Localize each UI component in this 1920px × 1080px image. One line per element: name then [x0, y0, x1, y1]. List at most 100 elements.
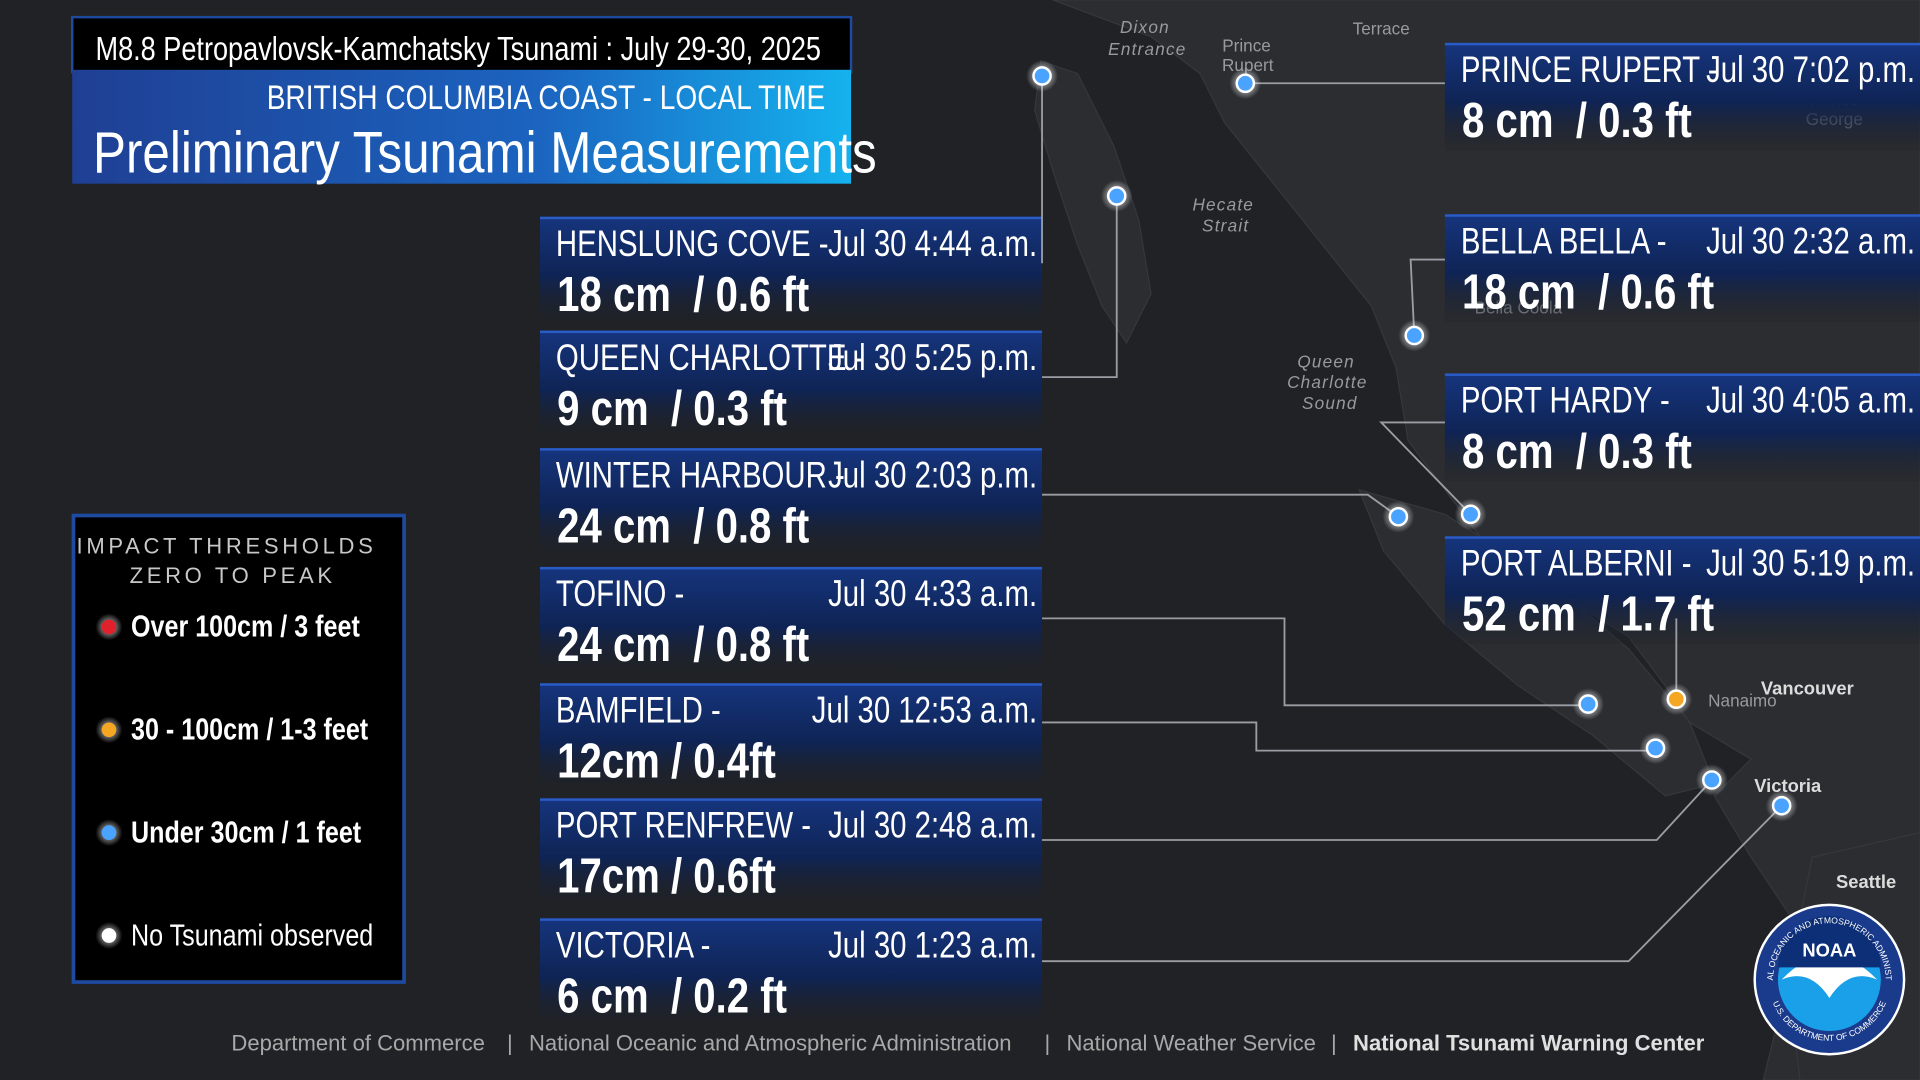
station-dot	[1771, 795, 1792, 816]
station-box-top	[540, 918, 1043, 921]
leader-line	[1379, 421, 1472, 515]
map-label: Rupert	[1222, 55, 1274, 75]
legend-dot	[101, 825, 117, 840]
legend-title: ZERO TO PEAK	[130, 563, 336, 588]
station-dot	[1235, 73, 1256, 94]
station-time: Jul 30 4:33 a.m.	[828, 574, 1037, 615]
station-dot	[1460, 504, 1481, 525]
station-box-top	[1444, 536, 1920, 539]
footer-separator: |	[1044, 1031, 1050, 1056]
station-measurement: 18 cm / 0.6 ft	[1462, 265, 1714, 320]
station-box-top	[1444, 373, 1920, 376]
header-box	[72, 69, 852, 184]
legend-label: No Tsunami observed	[131, 918, 373, 952]
station-label: TOFINO - Jul 30 4:33 a.m. 24 cm / 0.8 ft	[540, 566, 1043, 675]
stations: HENSLUNG COVE - Jul 30 4:44 a.m. 18 cm / 0…	[540, 42, 1920, 1027]
station-measurement: 17cm / 0.6ft	[557, 849, 776, 904]
station-time: Jul 30 5:19 p.m.	[1706, 543, 1915, 584]
station-name: QUEEN CHARLOTTE -	[556, 338, 864, 379]
map-label: Sound	[1302, 393, 1358, 413]
station-label: QUEEN CHARLOTTE -Jul 30 5:25 p.m. 9 cm / …	[540, 330, 1043, 439]
station-name: PORT ALBERNI -	[1461, 543, 1692, 584]
station-time: Jul 30 5:25 p.m.	[828, 338, 1037, 379]
station-dot	[1666, 689, 1687, 709]
station-boxes: HENSLUNG COVE - Jul 30 4:44 a.m. 18 cm / 0…	[540, 42, 1920, 1027]
station-measurement: 8 cm / 0.3 ft	[1462, 93, 1692, 148]
station-name: WINTER HARBOUR -	[556, 455, 845, 496]
map-label: Nanaimo	[1708, 691, 1777, 711]
station-name: HENSLUNG COVE -	[556, 224, 829, 265]
leader-line	[1042, 195, 1118, 379]
station-dot	[1578, 694, 1598, 714]
leader-line	[1042, 805, 1783, 963]
station-time: Jul 30 7:02 p.m.	[1706, 50, 1915, 91]
leader-lines	[1041, 75, 1783, 963]
legend-box	[71, 513, 406, 984]
station-time: Jul 30 1:23 a.m.	[828, 926, 1037, 967]
leader-line	[1042, 779, 1713, 841]
station-dot	[1032, 66, 1052, 86]
station-measurement: 9 cm / 0.3 ft	[557, 381, 787, 436]
station-label: BELLA BELLA - Jul 30 2:32 a.m.18 cm / 0.6…	[1444, 214, 1920, 323]
leader-line	[1409, 258, 1445, 336]
station-dot	[1404, 325, 1425, 346]
legend-label: Under 30cm / 1 feet	[131, 815, 361, 849]
station-box-top	[540, 330, 1043, 334]
header-strip	[71, 15, 853, 74]
station-time: Jul 30 2:48 a.m.	[828, 806, 1037, 847]
station-measurement: 8 cm / 0.3 ft	[1462, 424, 1692, 479]
station-box-top	[540, 448, 1043, 451]
station-box	[540, 798, 1043, 907]
station-name: BAMFIELD -	[556, 690, 721, 731]
station-label: VICTORIA - Jul 30 1:23 a.m. 6 cm / 0.2 ft	[540, 918, 1043, 1027]
station-measurement: 18 cm / 0.6 ft	[557, 267, 809, 322]
map-label: Dixon	[1120, 17, 1170, 37]
map-label: Charlotte	[1287, 372, 1368, 392]
station-time: Jul 30 12:53 a.m.	[812, 690, 1037, 731]
map-label: Hecate	[1192, 195, 1254, 215]
station-measurement: 24 cm / 0.8 ft	[557, 499, 809, 554]
station-label: PORT HARDY - Jul 30 4:05 a.m. 8 cm / 0.3 f…	[1444, 373, 1920, 482]
logo-name: NOAA	[1802, 939, 1856, 960]
leader-line	[1042, 617, 1589, 707]
station-time: Jul 30 2:03 p.m.	[828, 455, 1037, 496]
station-name: PORT HARDY -	[1461, 381, 1670, 422]
station-name: BELLA BELLA -	[1461, 221, 1667, 262]
legend-dot	[101, 619, 117, 635]
station-box	[540, 330, 1043, 439]
station-time: Jul 30 4:05 a.m.	[1706, 381, 1915, 422]
station-name: VICTORIA -	[556, 926, 711, 967]
station-dot	[1645, 738, 1666, 758]
footer: Department of Commerce | National Oceani…	[231, 1031, 1704, 1056]
map-label: Terrace	[1353, 18, 1410, 38]
station-time: Jul 30 4:44 a.m.	[828, 224, 1037, 265]
map-label: Queen	[1297, 351, 1355, 371]
map-labels: DixonEntrancePrinceRupertTerracePrinceGe…	[1108, 17, 1896, 892]
footer-separator: |	[507, 1031, 513, 1056]
station-box-top	[540, 798, 1043, 801]
station-dot	[1106, 186, 1127, 206]
station-measurement: 24 cm / 0.8 ft	[557, 617, 809, 672]
station-box	[540, 566, 1043, 675]
event-title: M8.8 Petropavlovsk-Kamchatsky Tsunami : …	[96, 32, 821, 68]
footer-item: National Oceanic and Atmospheric Adminis…	[529, 1031, 1012, 1056]
footer-item: National Weather Service	[1067, 1031, 1316, 1056]
station-label: WINTER HARBOUR -Jul 30 2:03 p.m. 24 cm / …	[540, 448, 1043, 556]
station-box	[1444, 373, 1920, 482]
station-box-top	[1444, 214, 1920, 217]
map-label: Vancouver	[1761, 677, 1854, 698]
station-box	[540, 448, 1043, 556]
map-label: Victoria	[1754, 775, 1822, 796]
station-label: PRINCE RUPERT -Jul 30 7:02 p.m. 8 cm / 0.…	[1444, 42, 1920, 151]
map-label: Seattle	[1836, 871, 1896, 892]
station-box-top	[540, 566, 1043, 570]
station-measurement: 52 cm / 1.7 ft	[1462, 587, 1714, 642]
footer-item: National Tsunami Warning Center	[1353, 1031, 1705, 1056]
legend-dot	[101, 928, 117, 943]
footer-separator: |	[1331, 1031, 1337, 1056]
map-label: Strait	[1202, 215, 1249, 235]
legend-dot	[101, 722, 117, 738]
station-dots	[1026, 60, 1798, 822]
legend-label: 30 - 100cm / 1-3 feet	[131, 712, 368, 746]
